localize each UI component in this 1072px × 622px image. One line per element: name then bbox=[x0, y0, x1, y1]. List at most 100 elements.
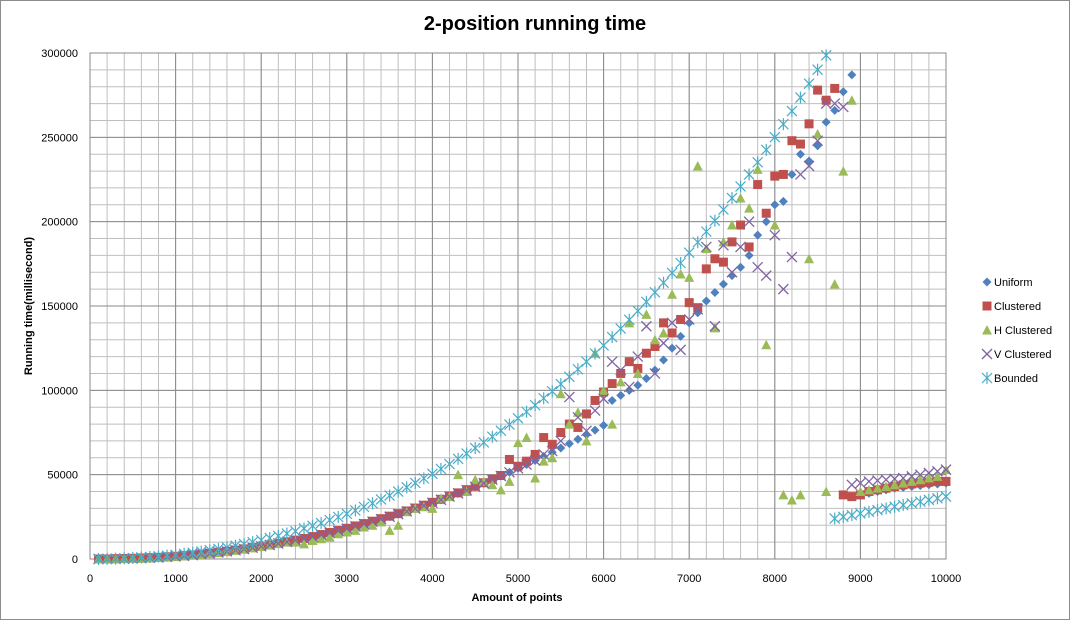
x-tick-label: 2000 bbox=[249, 573, 273, 585]
data-point-bounded bbox=[872, 504, 883, 517]
data-point-v-clustered-stroke bbox=[555, 435, 567, 447]
data-point-clustered bbox=[693, 303, 703, 313]
data-point-uniform bbox=[684, 318, 694, 328]
data-point-uniform bbox=[676, 331, 686, 341]
data-point-v-clustered bbox=[906, 470, 918, 482]
data-point-v-clustered-stroke bbox=[367, 516, 378, 528]
data-point-uniform bbox=[633, 380, 643, 390]
data-point-bounded bbox=[290, 525, 301, 538]
data-point-v-clustered-stroke bbox=[392, 508, 404, 520]
data-point-h-clustered bbox=[435, 493, 446, 503]
data-point-uniform bbox=[556, 443, 566, 453]
data-point-clustered bbox=[607, 379, 617, 389]
data-point-v-clustered bbox=[854, 477, 866, 489]
data-point-bounded bbox=[675, 256, 687, 269]
data-point-v-clustered bbox=[392, 508, 404, 520]
data-point-bounded bbox=[127, 551, 139, 564]
data-point-bounded bbox=[495, 424, 507, 437]
data-point-uniform bbox=[795, 149, 805, 159]
data-point-v-clustered-stroke bbox=[512, 462, 524, 474]
data-point-v-clustered-stroke bbox=[375, 513, 387, 525]
legend-item-bounded: Bounded bbox=[981, 372, 1038, 385]
data-point-v-clustered-stroke bbox=[272, 538, 284, 549]
data-point-h-clustered bbox=[461, 486, 472, 497]
legend-item-uniform: Uniform bbox=[982, 277, 1033, 289]
data-point-v-clustered-stroke bbox=[581, 425, 592, 437]
data-point-h-clustered bbox=[453, 469, 464, 480]
data-point-clustered bbox=[813, 85, 823, 95]
x-tick-label: 7000 bbox=[677, 573, 701, 585]
data-point-bounded bbox=[221, 541, 233, 554]
data-point-v-clustered bbox=[743, 216, 755, 228]
data-point-bounded bbox=[923, 493, 935, 506]
data-point-clustered bbox=[581, 409, 591, 419]
data-point-uniform bbox=[701, 296, 711, 306]
data-point-v-clustered bbox=[786, 251, 798, 263]
data-point-v-clustered bbox=[649, 368, 661, 379]
data-point-v-clustered-stroke bbox=[563, 391, 575, 403]
data-point-uniform bbox=[727, 271, 737, 281]
data-point-v-clustered bbox=[889, 473, 901, 485]
data-point-v-clustered-stroke bbox=[666, 317, 678, 329]
data-point-v-clustered bbox=[289, 534, 301, 546]
data-point-v-clustered-stroke bbox=[726, 266, 738, 278]
x-tick-label: 5000 bbox=[506, 573, 530, 585]
data-point-v-clustered bbox=[752, 261, 764, 273]
data-point-h-clustered bbox=[530, 473, 541, 483]
data-point-clustered bbox=[770, 171, 780, 181]
data-point-h-clustered bbox=[598, 385, 609, 395]
data-point-clustered bbox=[718, 257, 728, 267]
data-point-v-clustered-stroke bbox=[803, 160, 815, 172]
data-point-h-clustered bbox=[341, 527, 352, 537]
data-point-bounded bbox=[829, 512, 841, 525]
data-point-h-clustered bbox=[769, 220, 780, 230]
data-point-bounded bbox=[478, 436, 490, 449]
data-point-h-clustered bbox=[564, 419, 575, 429]
data-point-bounded bbox=[692, 236, 704, 249]
data-point-bounded bbox=[709, 214, 721, 227]
data-point-v-clustered bbox=[940, 464, 952, 476]
data-point-v-clustered bbox=[358, 518, 370, 530]
data-point-uniform bbox=[736, 262, 746, 272]
data-point-v-clustered bbox=[897, 472, 909, 484]
data-point-v-clustered-stroke bbox=[589, 405, 601, 417]
data-point-bounded bbox=[846, 509, 858, 522]
data-point-clustered bbox=[795, 139, 805, 149]
data-point-v-clustered-stroke bbox=[307, 531, 319, 543]
data-point-v-clustered bbox=[503, 466, 515, 478]
data-point-bounded bbox=[854, 507, 866, 520]
data-point-h-clustered bbox=[752, 164, 763, 174]
data-point-v-clustered-stroke bbox=[658, 337, 669, 349]
data-point-bounded bbox=[889, 500, 901, 513]
data-point-v-clustered-stroke bbox=[777, 283, 789, 295]
data-point-clustered bbox=[504, 454, 514, 464]
data-point-v-clustered bbox=[717, 239, 729, 251]
data-point-bounded bbox=[529, 399, 541, 412]
data-point-bounded bbox=[555, 378, 567, 391]
x-tick-label: 10000 bbox=[931, 573, 962, 585]
data-point-v-clustered bbox=[572, 411, 584, 423]
x-tick-label: 3000 bbox=[335, 573, 359, 585]
data-point-clustered bbox=[522, 456, 532, 466]
tick-labels: 0 1000 2000 3000 4000 5000 6000 7000 8000 9000 100… bbox=[41, 48, 961, 585]
data-point-clustered bbox=[744, 242, 754, 252]
data-point-h-clustered bbox=[316, 533, 327, 544]
data-point-clustered bbox=[736, 220, 746, 230]
data-point-bounded bbox=[718, 203, 729, 216]
data-point-v-clustered-stroke bbox=[298, 533, 310, 545]
data-point-v-clustered-stroke bbox=[495, 470, 507, 482]
data-point-bounded bbox=[666, 266, 678, 279]
data-point-bounded bbox=[897, 499, 909, 512]
data-point-h-clustered bbox=[829, 279, 840, 289]
data-point-clustered bbox=[847, 492, 857, 502]
data-point-clustered bbox=[676, 314, 686, 324]
data-point-h-clustered bbox=[906, 476, 917, 486]
data-point-bounded bbox=[118, 552, 130, 565]
data-point-v-clustered-stroke bbox=[341, 523, 353, 535]
data-point-uniform bbox=[761, 217, 771, 227]
legend-label-clustered: Clustered bbox=[994, 301, 1041, 313]
data-point-uniform bbox=[624, 385, 634, 395]
data-point-v-clustered-stroke bbox=[743, 216, 755, 228]
data-point-h-clustered bbox=[307, 535, 318, 545]
legend-label-v-clustered: V Clustered bbox=[994, 349, 1051, 361]
